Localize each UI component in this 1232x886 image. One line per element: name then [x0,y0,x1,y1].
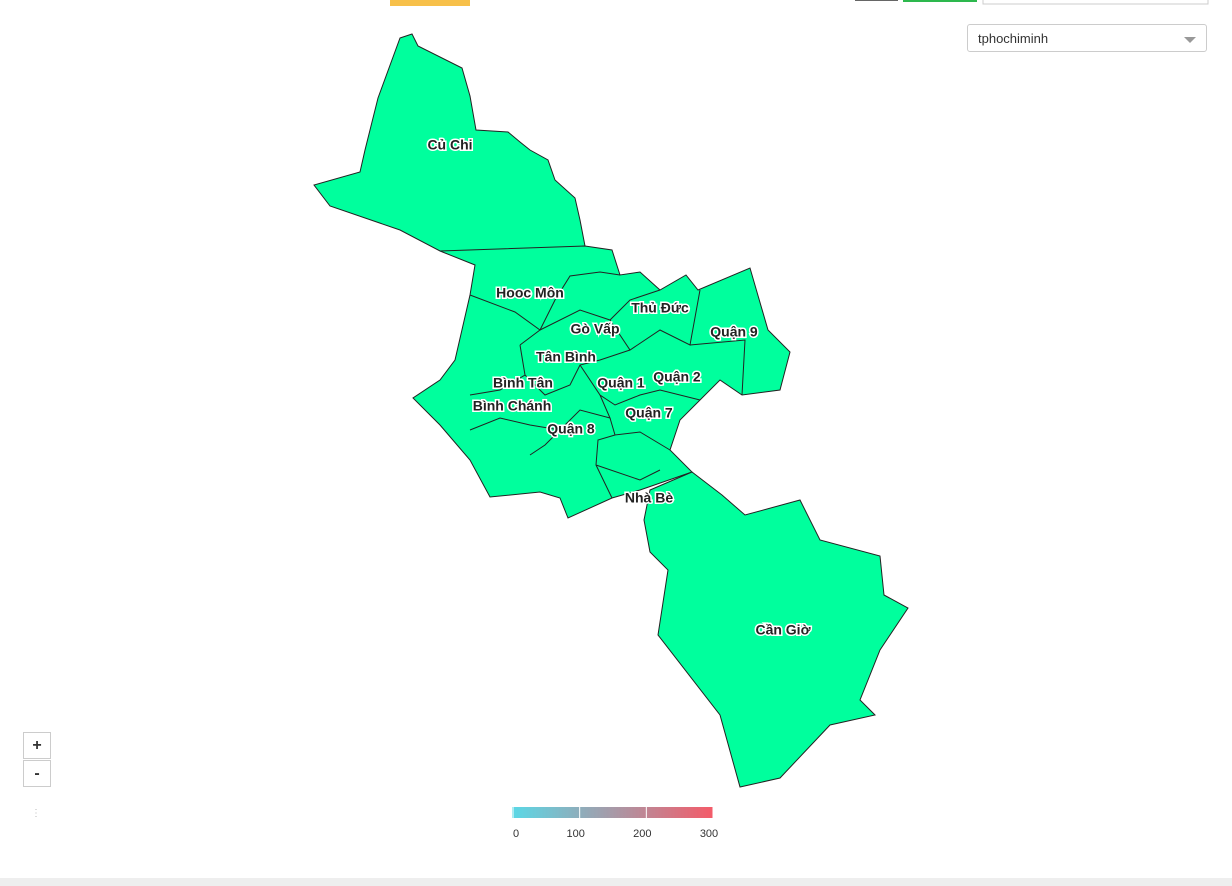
drag-handle[interactable]: ⋮ [31,808,41,819]
district-label: Bình Tân [493,375,553,391]
district-label: Quận 7 [625,405,673,421]
district-label: Hooc Môn [496,285,564,301]
legend-bar [512,807,713,818]
top-button[interactable] [855,0,898,1]
district-label: Quận 1 [597,375,645,391]
district-border [469,271,746,499]
district-label: Bình Chánh [473,398,552,414]
district-label: Quận 8 [547,421,595,437]
legend-tick-label: 0 [513,828,519,840]
zoom-out[interactable]: - [23,760,51,787]
zoom-in[interactable]: + [23,732,51,759]
district-label: Gò Vấp [570,321,619,337]
legend-tick-label: 300 [700,828,718,840]
district-label: Thủ Đức [631,300,689,316]
districts [313,33,909,788]
footer-bar [0,878,1232,886]
legend-ticks: 0 100 200 300 [512,807,718,840]
district-shape[interactable] [643,471,909,788]
district-label: Tân Bình [536,349,596,365]
district-label: Củ Chi [427,137,472,153]
district-label: Quận 2 [653,369,701,385]
region-dropdown[interactable]: tphochiminh [967,24,1207,52]
top-button[interactable] [390,0,470,6]
district-label: Nhà Bè [625,490,673,506]
legend-tick-label: 200 [633,828,651,840]
district-labels: Củ Chi Hooc Môn Gò Vấp Thủ Đức Quận 9 Tân Bìn… [426,135,812,639]
district-label: Quận 9 [710,324,758,340]
district-shape[interactable] [313,33,586,254]
top-button[interactable] [903,0,977,2]
district-label: Cần Giờ [755,622,810,638]
top-tabs[interactable] [982,0,1209,5]
legend-tick-label: 100 [566,828,584,840]
